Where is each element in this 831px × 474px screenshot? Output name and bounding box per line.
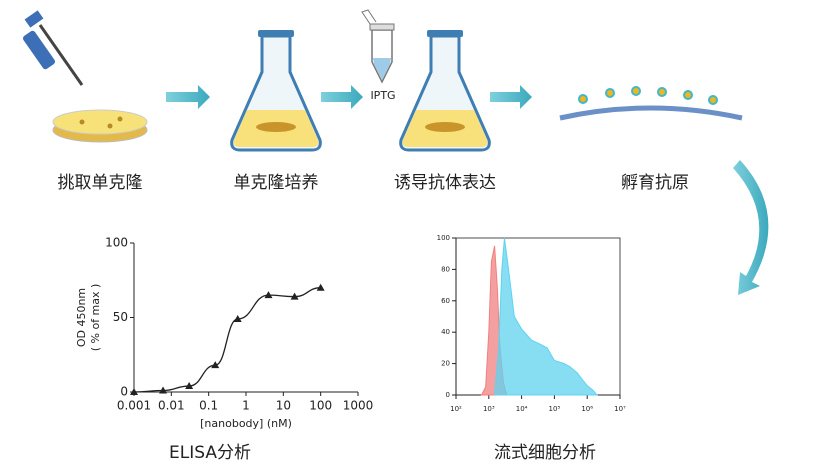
x-tick-label: 10³ [483,405,495,413]
x-tick-label: 10⁶ [581,405,593,413]
step-label: 孵育抗原 [621,173,689,193]
data-point [130,388,138,395]
arrow [166,85,210,109]
y-tick-label: 100 [105,236,128,250]
y-axis-label: ( % of max ) [89,284,102,352]
data-point [316,283,325,291]
y-axis-label: OD 450nm [75,288,88,347]
flask-icon [230,30,322,152]
curved-arrow [733,160,769,295]
y-tick-label: 80 [441,265,450,273]
arrow [490,85,532,109]
step-label: 挑取单克隆 [58,173,143,193]
reagent-label: IPTG [370,89,395,102]
step-label: 单克隆培养 [234,173,319,193]
chart-caption: 流式细胞分析 [494,443,596,463]
arrow [321,85,363,109]
tube-icon [361,9,395,84]
x-tick-label: 10² [450,405,462,413]
y-tick-label: 20 [441,360,450,368]
x-tick-label: 10 [276,399,291,413]
x-tick-label: 1000 [343,399,374,413]
y-tick-label: 100 [437,234,450,242]
fit-line [133,287,321,393]
x-tick-label: 1 [242,399,250,413]
antigen-surface-icon [559,86,743,121]
step-label: 诱导抗体表达 [394,173,496,193]
pipette-icon [22,10,84,86]
x-tick-label: 10⁴ [516,405,528,413]
x-axis-label: [nanobody] (nM) [200,417,292,430]
y-tick-label: 40 [441,328,450,336]
flask-icon [399,30,491,152]
data-point [233,314,242,322]
data-point [185,382,194,390]
x-tick-label: 0.01 [158,399,185,413]
x-tick-label: 0.1 [199,399,218,413]
petri-dish-icon [52,109,148,143]
chart-caption: ELISA分析 [169,443,251,463]
y-tick-label: 0 [446,391,450,399]
y-tick-label: 0 [120,385,128,399]
data-point [211,361,220,369]
y-tick-label: 60 [441,297,450,305]
x-tick-label: 0.001 [117,399,151,413]
x-tick-label: 100 [309,399,332,413]
data-point [264,291,273,299]
data-point [290,292,299,300]
data-point [159,386,168,394]
histogram-area [494,237,599,396]
x-tick-label: 10⁵ [549,405,561,413]
y-tick-label: 50 [113,310,128,324]
x-tick-label: 10⁷ [614,405,626,413]
